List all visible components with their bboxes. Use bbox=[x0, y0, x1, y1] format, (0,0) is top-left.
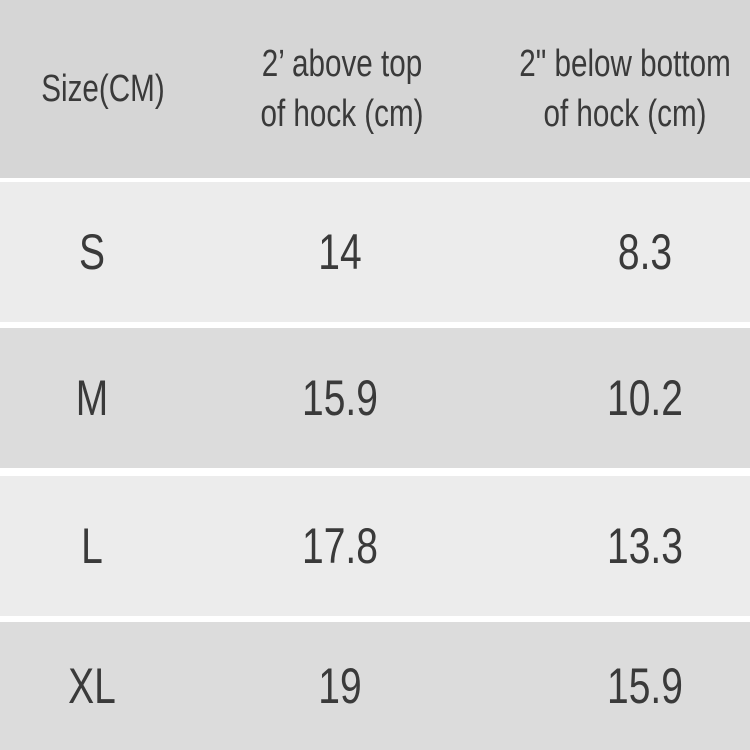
table-cell: 17.8 bbox=[302, 518, 378, 574]
table-cell: L bbox=[81, 518, 103, 574]
header-cell: 2’ above top of hock (cm) bbox=[260, 0, 423, 178]
table-cell: 8.3 bbox=[617, 224, 673, 280]
table-row bbox=[0, 182, 750, 322]
header-text: of hock (cm) bbox=[260, 93, 424, 135]
table-cell: 14 bbox=[318, 224, 362, 280]
table-cell: 19 bbox=[318, 658, 362, 714]
header-text: Size(CM) bbox=[41, 68, 165, 110]
header-cell: Size(CM) bbox=[41, 0, 164, 178]
table-cell: 10.2 bbox=[607, 370, 683, 426]
table-row bbox=[0, 476, 750, 616]
table-row bbox=[0, 622, 750, 750]
header-text: of hock (cm) bbox=[543, 93, 707, 135]
table-cell: 15.9 bbox=[302, 370, 378, 426]
header-row bbox=[0, 0, 750, 178]
table-cell: M bbox=[75, 370, 109, 426]
header-cell: 2" below bottom of hock (cm) bbox=[519, 0, 731, 178]
table-row bbox=[0, 328, 750, 468]
table-cell: XL bbox=[68, 658, 116, 714]
header-text: 2" below bottom bbox=[519, 43, 731, 85]
table-cell: 15.9 bbox=[607, 658, 683, 714]
table-cell: S bbox=[78, 224, 106, 280]
header-text: 2’ above top bbox=[261, 43, 423, 85]
table-cell: 13.3 bbox=[607, 518, 683, 574]
